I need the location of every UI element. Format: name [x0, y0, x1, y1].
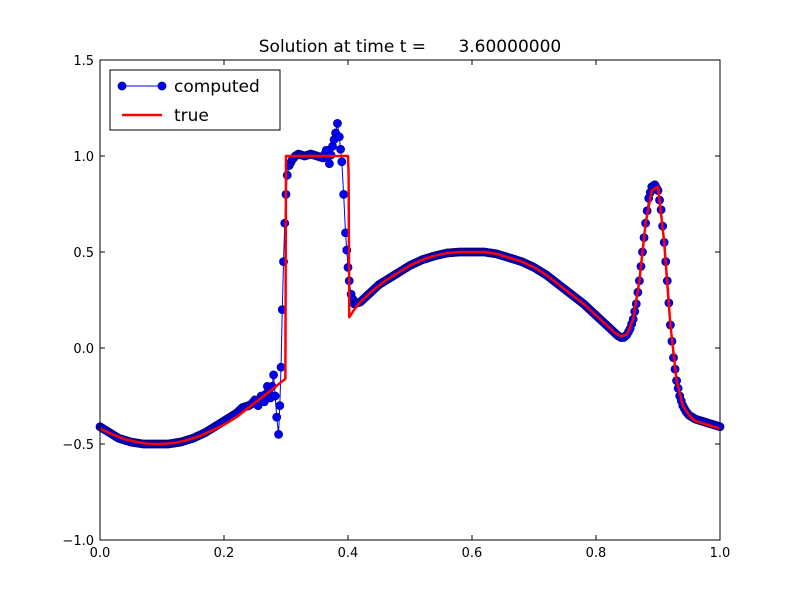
- legend-box: [109, 69, 281, 131]
- computed-point: [274, 429, 283, 439]
- computed-point: [275, 401, 285, 411]
- y-tick-label: 0.5: [73, 246, 94, 261]
- y-tick-label: 1.5: [73, 54, 94, 69]
- x-tick-label: 0.2: [214, 546, 235, 561]
- series-true-line: [99, 154, 721, 446]
- computed-point: [269, 370, 279, 380]
- legend-label-computed: computed: [174, 77, 260, 97]
- x-tick-label: 0.8: [586, 546, 607, 561]
- computed-point: [282, 170, 292, 180]
- ticks-layer: 0.0 0.2 0.4 0.6 0.8 1.0 −1.0 −0.5 0.0 0.5 1.0 1.5: [62, 54, 730, 561]
- plot-area: [95, 118, 725, 449]
- x-tick-label: 0.6: [462, 546, 483, 561]
- axes-frame: [99, 59, 721, 541]
- computed-point: [337, 157, 347, 167]
- y-tick-label: −1.0: [62, 534, 94, 549]
- y-tick-label: 1.0: [73, 150, 94, 165]
- legend: computed true: [109, 69, 281, 131]
- legend-label-true: true: [174, 106, 209, 126]
- computed-point: [339, 189, 349, 199]
- computed-point: [336, 144, 345, 154]
- computed-point: [333, 118, 342, 128]
- computed-point: [324, 159, 334, 169]
- x-tick-label: 1.0: [710, 546, 731, 561]
- y-tick-label: 0.0: [73, 342, 94, 357]
- chart-title: Solution at time t = 3.60000000: [259, 37, 561, 57]
- series-layer: [95, 118, 725, 449]
- x-tick-label: 0.4: [338, 546, 359, 561]
- computed-point: [334, 132, 344, 142]
- computed-point: [270, 391, 280, 401]
- computed-point: [272, 412, 282, 422]
- x-tick-label: 0.0: [90, 546, 111, 561]
- y-tick-label: −0.5: [62, 438, 94, 453]
- legend-computed-marker-left: [117, 81, 127, 91]
- legend-computed-marker-right: [157, 81, 167, 91]
- computed-point: [276, 362, 286, 372]
